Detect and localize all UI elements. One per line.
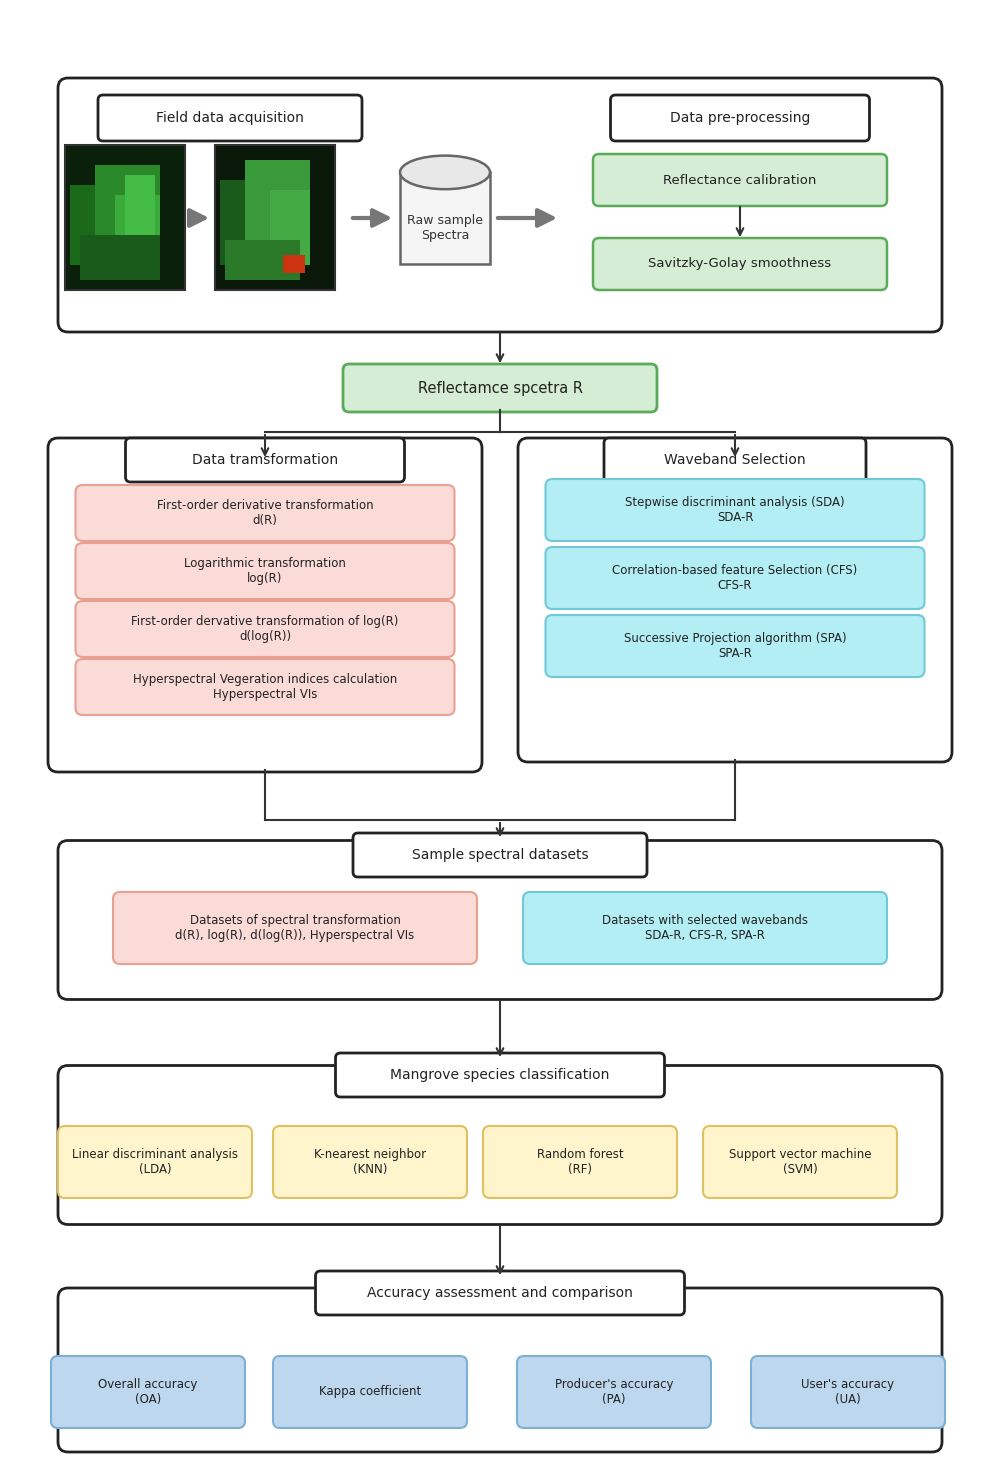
Text: Reflectance calibration: Reflectance calibration [663,174,817,186]
FancyBboxPatch shape [610,95,870,141]
Text: Waveband Selection: Waveband Selection [664,452,806,467]
Text: Accuracy assessment and comparison: Accuracy assessment and comparison [367,1285,633,1300]
FancyBboxPatch shape [76,659,454,714]
Text: Correlation-based feature Selection (CFS)
CFS-R: Correlation-based feature Selection (CFS… [612,564,858,591]
FancyBboxPatch shape [95,165,160,265]
FancyBboxPatch shape [273,1356,467,1427]
Text: Sample spectral datasets: Sample spectral datasets [412,848,588,862]
Text: K-nearest neighbor
(KNN): K-nearest neighbor (KNN) [314,1148,426,1176]
FancyBboxPatch shape [283,255,305,272]
FancyBboxPatch shape [58,1288,942,1452]
FancyBboxPatch shape [523,892,887,963]
FancyBboxPatch shape [593,239,887,290]
Text: Kappa coefficient: Kappa coefficient [319,1385,421,1398]
FancyBboxPatch shape [546,479,924,542]
Text: Producer's accuracy
(PA): Producer's accuracy (PA) [555,1378,673,1405]
FancyBboxPatch shape [220,180,270,265]
FancyBboxPatch shape [483,1126,677,1198]
Text: Support vector machine
(SVM): Support vector machine (SVM) [729,1148,871,1176]
Text: Overall accuracy
(OA): Overall accuracy (OA) [98,1378,198,1405]
Text: Random forest
(RF): Random forest (RF) [537,1148,623,1176]
FancyBboxPatch shape [593,154,887,206]
Text: First-order dervative transformation of log(R)
d(log(R)): First-order dervative transformation of … [131,615,399,643]
FancyBboxPatch shape [58,78,942,332]
FancyBboxPatch shape [215,145,335,290]
FancyBboxPatch shape [115,195,160,265]
FancyBboxPatch shape [270,190,310,265]
Text: Reflectamce spcetra R: Reflectamce spcetra R [418,381,582,395]
Ellipse shape [400,247,490,281]
Ellipse shape [400,155,490,189]
Text: Raw sample
Spectra: Raw sample Spectra [407,214,483,242]
FancyBboxPatch shape [604,438,866,482]
FancyBboxPatch shape [113,892,477,963]
FancyBboxPatch shape [126,438,404,482]
FancyBboxPatch shape [517,1356,711,1427]
FancyBboxPatch shape [353,833,647,877]
FancyBboxPatch shape [58,1126,252,1198]
FancyBboxPatch shape [400,173,490,264]
Text: Datasets with selected wavebands
SDA-R, CFS-R, SPA-R: Datasets with selected wavebands SDA-R, … [602,914,808,941]
Text: Mangrove species classification: Mangrove species classification [390,1069,610,1082]
Text: Linear discriminant analysis
(LDA): Linear discriminant analysis (LDA) [72,1148,238,1176]
Text: First-order derivative transformation
d(R): First-order derivative transformation d(… [157,499,373,527]
FancyBboxPatch shape [316,1271,684,1315]
FancyBboxPatch shape [245,160,310,265]
Text: Successive Projection algorithm (SPA)
SPA-R: Successive Projection algorithm (SPA) SP… [624,632,846,660]
FancyBboxPatch shape [70,184,125,265]
FancyBboxPatch shape [80,236,160,280]
FancyBboxPatch shape [125,176,155,236]
FancyBboxPatch shape [546,615,924,676]
FancyBboxPatch shape [58,1066,942,1224]
Text: Hyperspectral Vegeration indices calculation
Hyperspectral VIs: Hyperspectral Vegeration indices calcula… [133,673,397,701]
Text: Field data acquisition: Field data acquisition [156,111,304,124]
FancyBboxPatch shape [58,840,942,1000]
FancyBboxPatch shape [76,543,454,599]
FancyBboxPatch shape [76,602,454,657]
Text: User's accuracy
(UA): User's accuracy (UA) [801,1378,895,1405]
FancyBboxPatch shape [76,485,454,542]
FancyBboxPatch shape [703,1126,897,1198]
FancyBboxPatch shape [65,145,185,290]
Text: Stepwise discriminant analysis (SDA)
SDA-R: Stepwise discriminant analysis (SDA) SDA… [625,496,845,524]
Text: Logarithmic transformation
log(R): Logarithmic transformation log(R) [184,556,346,586]
Text: Savitzky-Golay smoothness: Savitzky-Golay smoothness [648,258,832,271]
FancyBboxPatch shape [518,438,952,761]
FancyBboxPatch shape [751,1356,945,1427]
Text: Data pre-processing: Data pre-processing [670,111,810,124]
FancyBboxPatch shape [336,1053,664,1097]
Text: Datasets of spectral transformation
d(R), log(R), d(log(R)), Hyperspectral VIs: Datasets of spectral transformation d(R)… [175,914,415,941]
FancyBboxPatch shape [51,1356,245,1427]
FancyBboxPatch shape [546,548,924,609]
FancyBboxPatch shape [48,438,482,772]
FancyBboxPatch shape [273,1126,467,1198]
FancyBboxPatch shape [225,240,300,280]
FancyBboxPatch shape [98,95,362,141]
Text: Data tramsformation: Data tramsformation [192,452,338,467]
FancyBboxPatch shape [343,365,657,411]
